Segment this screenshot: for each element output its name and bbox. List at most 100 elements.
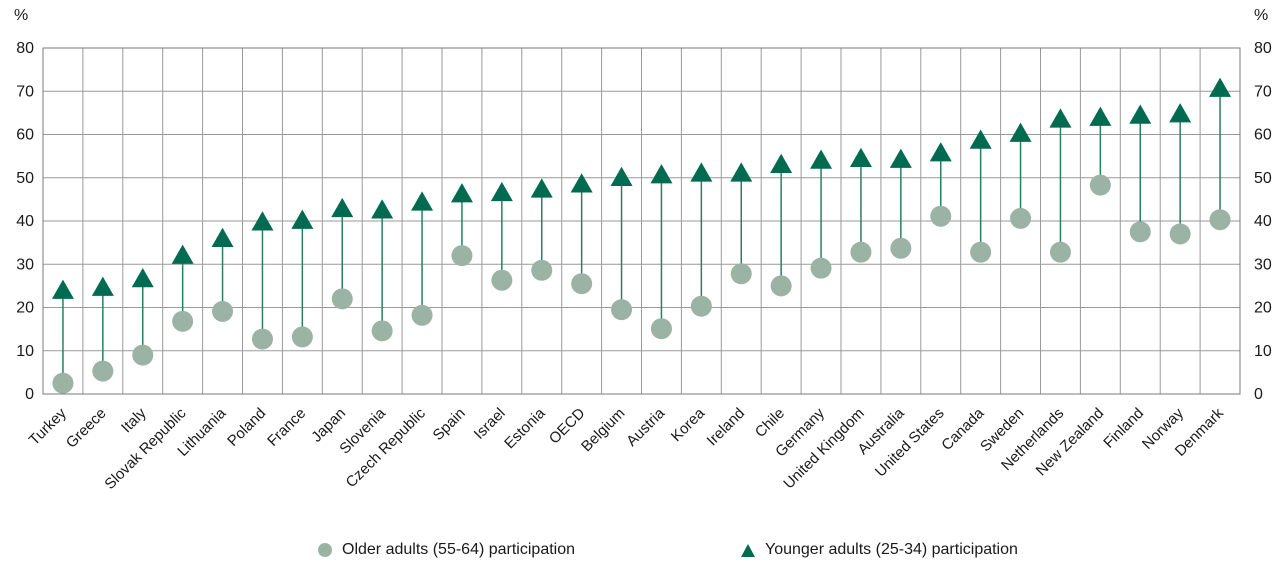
marks bbox=[51, 77, 1232, 394]
younger-point bbox=[51, 279, 74, 299]
older-point bbox=[1089, 174, 1111, 196]
younger-point bbox=[331, 197, 354, 218]
older-point bbox=[1010, 207, 1032, 229]
older-point bbox=[1129, 221, 1151, 243]
younger-point bbox=[969, 129, 992, 149]
older-point bbox=[650, 318, 672, 340]
younger-point bbox=[291, 209, 314, 229]
legend-item-younger: Younger adults (25-34) participation bbox=[741, 541, 1018, 559]
y-tick-label-right: 30 bbox=[1254, 256, 1272, 273]
older-point bbox=[212, 300, 234, 322]
y-tick-label-left: 70 bbox=[16, 83, 34, 100]
older-point bbox=[52, 372, 74, 394]
younger-point bbox=[810, 149, 833, 169]
younger-point bbox=[730, 162, 753, 182]
y-tick-label-left: 10 bbox=[16, 343, 34, 360]
younger-point bbox=[91, 276, 114, 296]
younger-point bbox=[251, 211, 274, 231]
older-point bbox=[1209, 209, 1231, 231]
x-tick-label: Austria bbox=[623, 404, 668, 449]
older-point bbox=[1169, 223, 1191, 245]
y-tick-label-right: 20 bbox=[1254, 300, 1272, 317]
connectors bbox=[62, 88, 1221, 384]
younger-point bbox=[1209, 77, 1232, 97]
older-point bbox=[970, 241, 992, 263]
older-point bbox=[331, 288, 353, 310]
older-point bbox=[810, 257, 832, 279]
y-tick-label-right: 40 bbox=[1254, 213, 1272, 230]
older-point bbox=[730, 263, 752, 285]
older-point bbox=[451, 245, 473, 267]
younger-point bbox=[450, 183, 473, 203]
older-point bbox=[132, 344, 154, 366]
y-tick-label-right: 60 bbox=[1254, 127, 1272, 144]
older-point bbox=[571, 273, 593, 295]
y-tick-label-right: 50 bbox=[1254, 170, 1272, 187]
older-point bbox=[850, 241, 872, 263]
younger-point bbox=[570, 173, 593, 193]
plot-frame bbox=[42, 47, 1241, 395]
y-tick-label-left: 40 bbox=[16, 213, 34, 230]
x-tick-label: Poland bbox=[224, 405, 269, 450]
y-tick-label-left: 0 bbox=[25, 386, 34, 403]
younger-point bbox=[1049, 108, 1072, 128]
younger-point bbox=[411, 191, 434, 211]
younger-point bbox=[490, 181, 513, 202]
older-point bbox=[172, 310, 194, 332]
younger-point bbox=[171, 244, 194, 264]
x-tick-label: Chile bbox=[752, 405, 788, 441]
x-tick-label: Ireland bbox=[704, 405, 748, 449]
older-point bbox=[371, 320, 393, 342]
x-tick-label: Belgium bbox=[578, 405, 628, 455]
legend-circle-icon bbox=[318, 543, 332, 557]
younger-point bbox=[650, 164, 673, 184]
y-axis-unit-left: % bbox=[14, 7, 28, 24]
grid bbox=[42, 47, 1241, 395]
x-tick-label: Spain bbox=[430, 405, 469, 444]
younger-point bbox=[1009, 122, 1032, 142]
younger-point bbox=[849, 147, 872, 167]
younger-point bbox=[211, 227, 234, 247]
younger-point bbox=[371, 199, 394, 219]
y-tick-label-left: 20 bbox=[16, 300, 34, 317]
younger-point bbox=[1129, 104, 1152, 124]
x-tick-label: Italy bbox=[118, 404, 150, 436]
older-point bbox=[251, 328, 273, 350]
x-tick-label: Estonia bbox=[501, 404, 549, 452]
younger-point bbox=[770, 153, 793, 174]
older-point bbox=[690, 295, 712, 317]
y-tick-label-right: 10 bbox=[1254, 343, 1272, 360]
axes: 0 0 10 10 20 20 30 30 40 40 50 50 60 60 70 70 80 80 Turkey… bbox=[16, 40, 1272, 493]
younger-point bbox=[929, 142, 952, 162]
younger-point bbox=[530, 178, 553, 198]
x-tick-label: Greece bbox=[63, 405, 110, 452]
younger-point bbox=[1089, 106, 1112, 126]
x-tick-label: France bbox=[264, 405, 309, 450]
y-tick-label-left: 80 bbox=[16, 40, 34, 57]
x-tick-label: Korea bbox=[668, 404, 709, 445]
older-point bbox=[92, 360, 114, 382]
older-point bbox=[291, 326, 313, 348]
legend-triangle-icon bbox=[741, 543, 755, 557]
y-tick-label-left: 50 bbox=[16, 170, 34, 187]
y-tick-label-right: 80 bbox=[1254, 40, 1272, 57]
younger-point bbox=[1169, 103, 1192, 123]
younger-point bbox=[889, 148, 912, 168]
y-axis-unit-right: % bbox=[1254, 7, 1268, 24]
legend-label-younger: Younger adults (25-34) participation bbox=[765, 541, 1018, 558]
younger-point bbox=[610, 166, 633, 186]
younger-point bbox=[690, 162, 713, 182]
x-tick-label: Turkey bbox=[26, 404, 70, 448]
older-point bbox=[531, 259, 553, 281]
older-point bbox=[890, 237, 912, 259]
older-point bbox=[1049, 241, 1071, 263]
older-point bbox=[411, 304, 433, 326]
legend-label-older: Older adults (55-64) participation bbox=[342, 541, 576, 558]
younger-point bbox=[131, 267, 154, 288]
older-point bbox=[611, 299, 633, 321]
x-tick-label: Finland bbox=[1100, 405, 1147, 452]
legend-item-older: Older adults (55-64) participation bbox=[318, 541, 575, 559]
y-tick-label-right: 70 bbox=[1254, 83, 1272, 100]
y-tick-label-right: 0 bbox=[1254, 386, 1263, 403]
